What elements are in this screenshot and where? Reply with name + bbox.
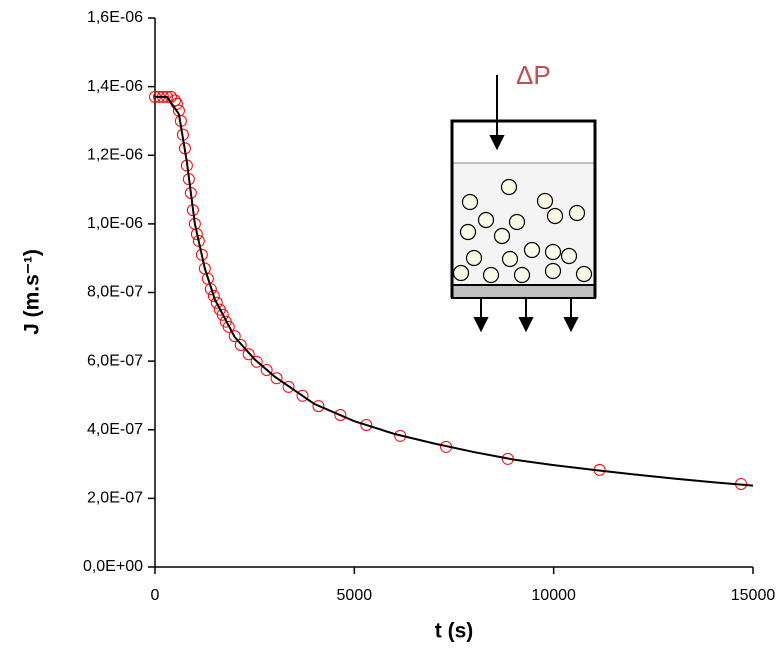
x-axis-title: t (s) <box>435 620 474 643</box>
data-point <box>234 338 247 351</box>
y-tick-label: 1,6E-06 <box>87 9 143 26</box>
data-point <box>270 372 283 385</box>
data-point <box>242 348 255 361</box>
y-tick-label: 0,0E+00 <box>83 558 143 575</box>
arrows <box>473 75 579 333</box>
inset-diagram: ΔP <box>450 60 597 333</box>
data-point <box>360 418 373 431</box>
y-axis-title: J (m.s⁻¹) <box>21 249 44 335</box>
data-point <box>260 364 273 377</box>
data-point <box>195 248 208 261</box>
x-tick-label: 0 <box>151 587 160 604</box>
data-point <box>207 289 220 302</box>
data-point <box>228 330 241 343</box>
data-point <box>170 97 183 110</box>
fit-line <box>155 95 754 487</box>
data-point <box>250 355 263 368</box>
data-point <box>296 389 309 402</box>
data-point <box>282 380 295 393</box>
y-tick-label: 6,0E-07 <box>87 352 143 369</box>
y-tick-label: 4,0E-07 <box>87 421 143 438</box>
particles <box>452 178 593 284</box>
x-tick-label: 15000 <box>731 587 776 604</box>
data-point <box>204 283 217 296</box>
x-tick-label: 10000 <box>531 587 576 604</box>
data-point <box>192 235 205 248</box>
y-tick-label: 2,0E-07 <box>87 490 143 507</box>
y-tick-label: 8,0E-07 <box>87 284 143 301</box>
data-point <box>216 308 229 321</box>
vessel <box>450 119 597 298</box>
data-point <box>210 296 223 309</box>
y-tick-label: 1,4E-06 <box>87 78 143 95</box>
data-point <box>312 400 325 413</box>
data-point <box>334 408 347 421</box>
y-tick-label: 1,2E-06 <box>87 146 143 163</box>
y-tick-label: 1,0E-06 <box>87 215 143 232</box>
x-tick-label: 5000 <box>337 587 373 604</box>
data-point <box>222 320 235 333</box>
membrane <box>451 284 596 299</box>
annotation: ΔP <box>516 60 551 90</box>
